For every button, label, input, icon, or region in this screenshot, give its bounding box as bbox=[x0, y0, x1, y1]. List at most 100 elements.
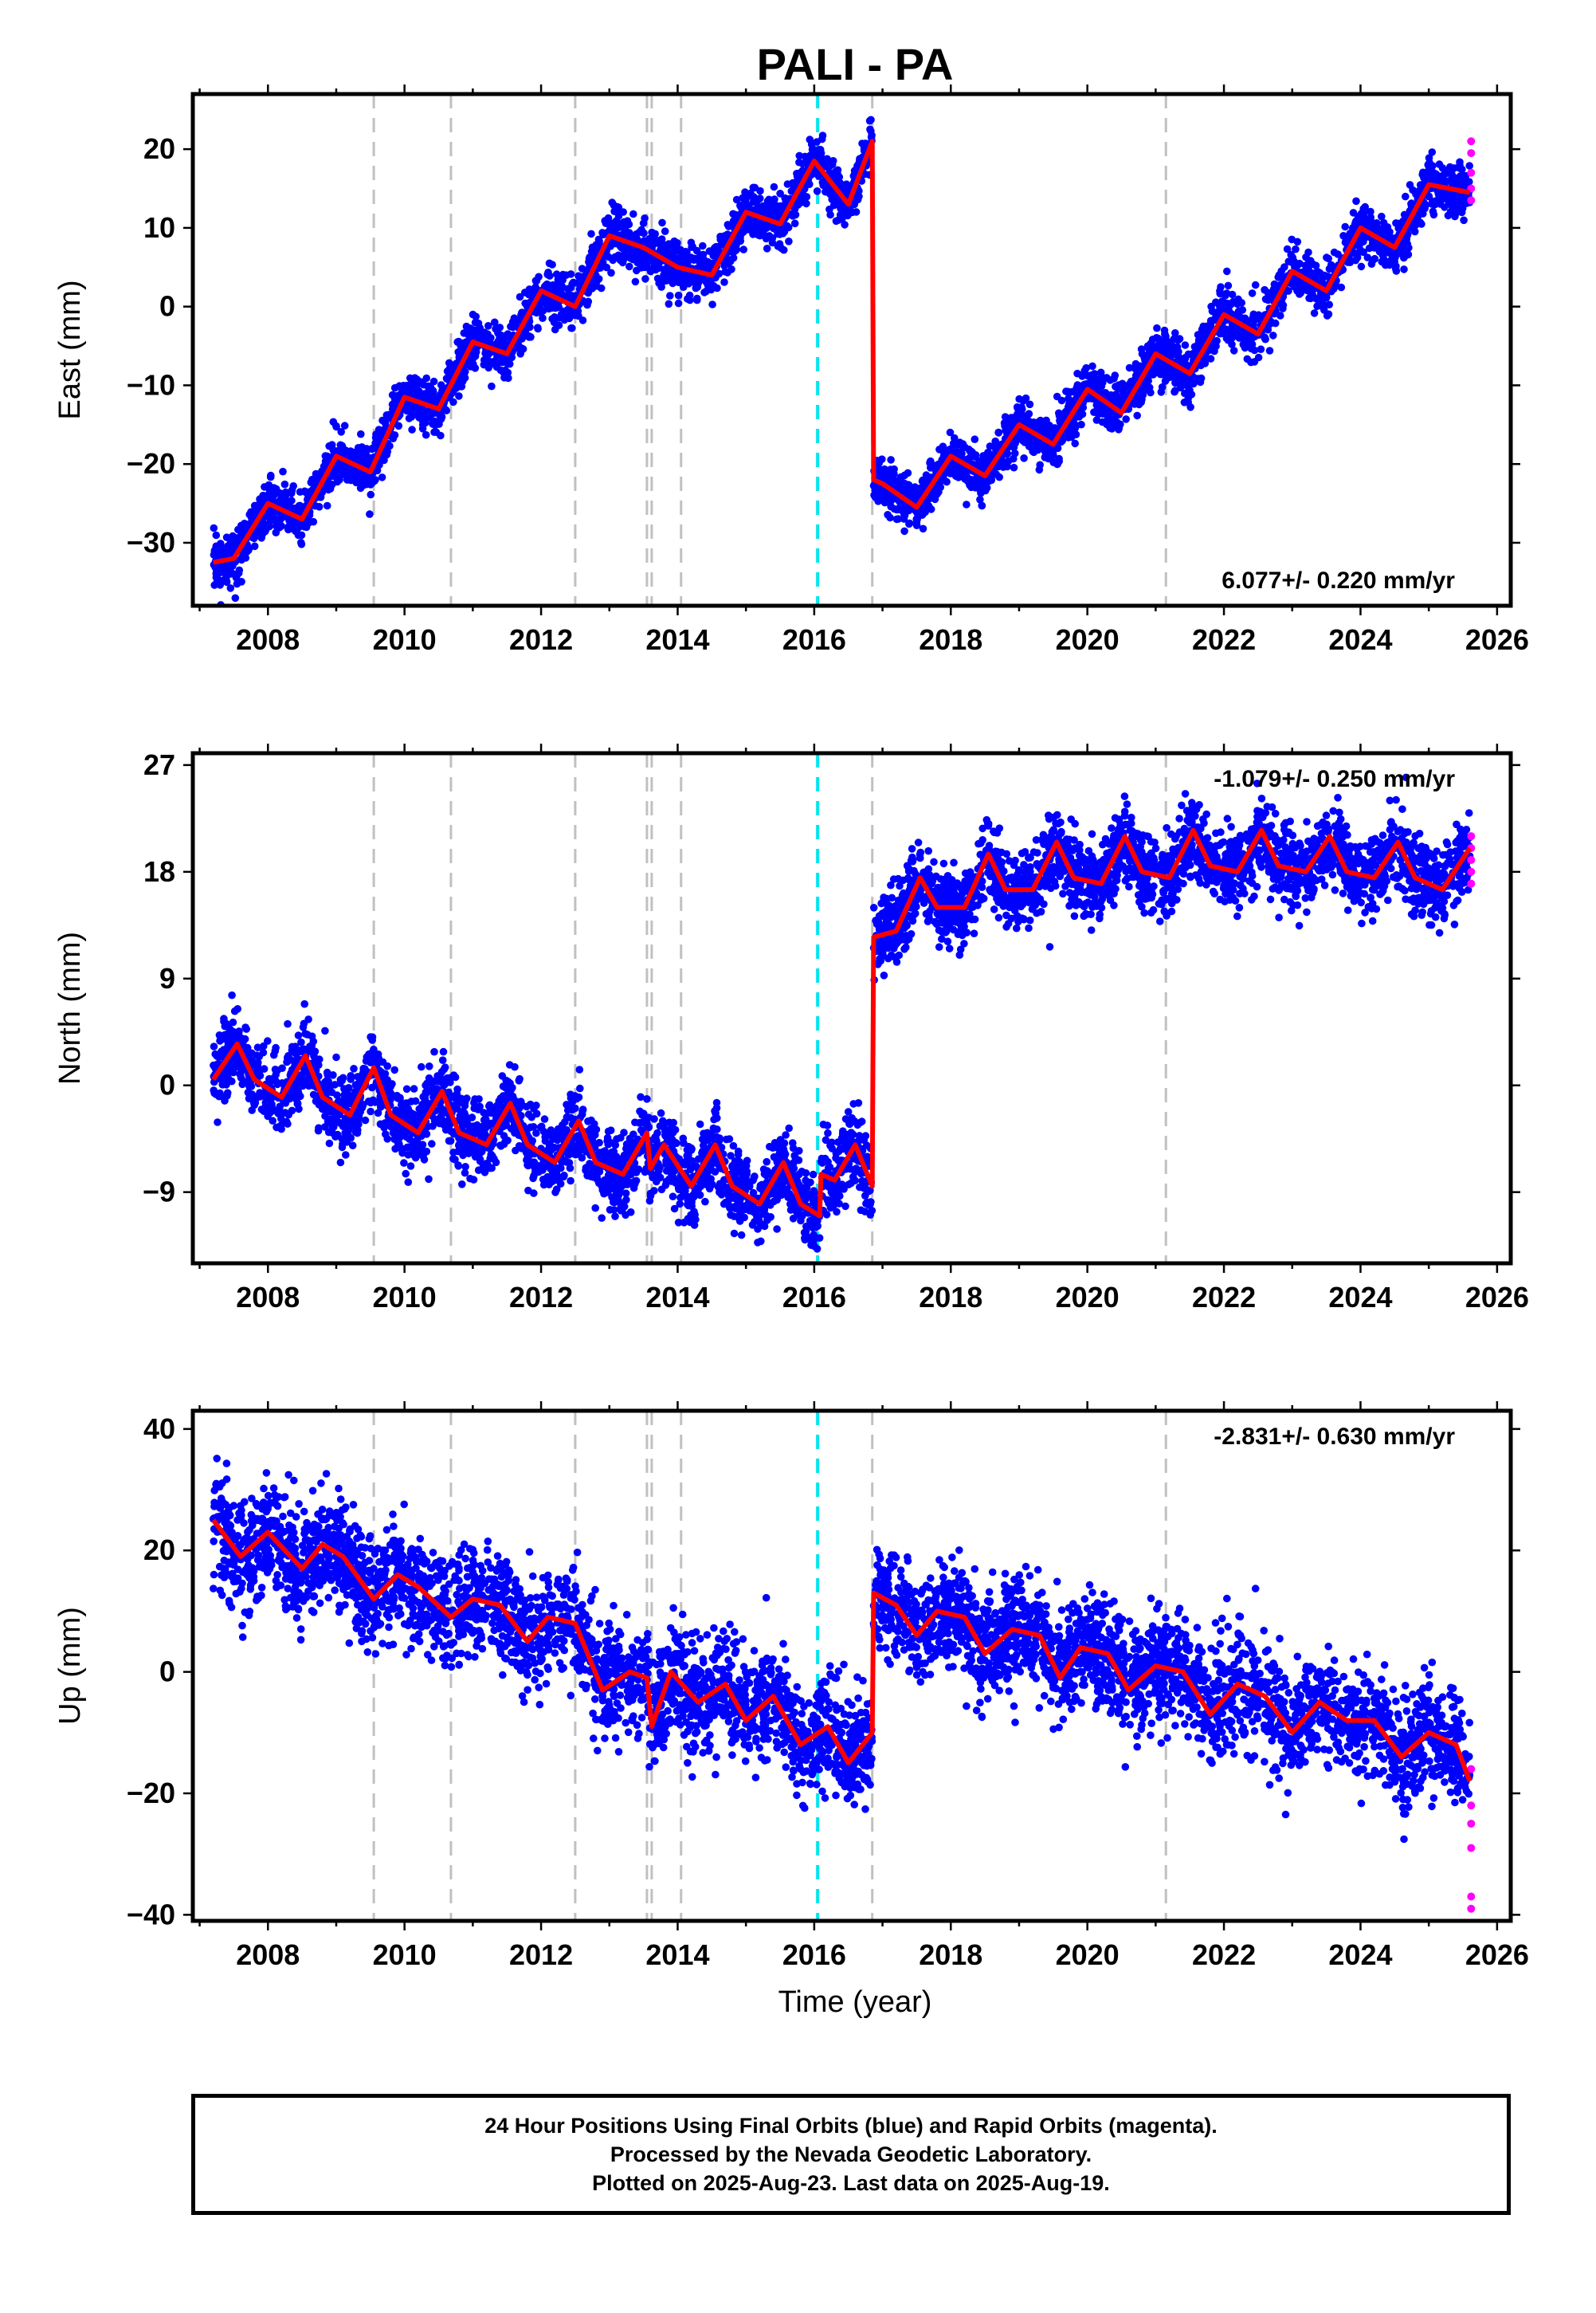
final-orbit-point bbox=[794, 198, 803, 206]
final-orbit-point bbox=[1301, 261, 1310, 269]
final-orbit-point bbox=[1073, 369, 1081, 378]
final-orbit-point bbox=[555, 321, 563, 329]
final-orbit-point bbox=[775, 203, 783, 211]
final-orbit-point bbox=[1141, 355, 1149, 364]
final-orbit-point bbox=[315, 503, 324, 511]
final-orbit-point bbox=[1428, 167, 1436, 176]
final-orbit-point bbox=[484, 322, 492, 330]
final-orbit-point bbox=[699, 242, 707, 250]
final-orbit-point bbox=[289, 482, 298, 490]
final-orbit-point bbox=[702, 278, 711, 287]
figure-title: PALI - PA bbox=[757, 39, 954, 89]
final-orbit-point bbox=[1159, 340, 1168, 348]
final-orbit-point bbox=[841, 221, 849, 229]
final-orbit-point bbox=[496, 324, 504, 332]
final-orbit-point bbox=[1091, 380, 1099, 388]
final-orbit-point bbox=[452, 384, 461, 392]
final-orbit-point bbox=[284, 523, 292, 532]
final-orbit-point bbox=[1251, 281, 1260, 289]
final-orbit-point bbox=[1072, 383, 1081, 392]
final-orbit-point bbox=[780, 227, 789, 236]
final-orbit-point bbox=[770, 183, 778, 191]
final-orbit-point bbox=[1283, 245, 1292, 253]
final-orbit-point bbox=[1199, 322, 1207, 331]
final-orbit-point bbox=[946, 446, 954, 454]
final-orbit-point bbox=[1075, 413, 1084, 421]
final-orbit-point bbox=[1104, 410, 1112, 418]
final-orbit-point bbox=[1083, 380, 1091, 389]
final-orbit-point bbox=[516, 293, 524, 301]
final-orbit-point bbox=[1194, 331, 1202, 339]
final-orbit-point bbox=[919, 524, 927, 533]
final-orbit-point bbox=[755, 194, 763, 203]
final-orbit-point bbox=[1450, 200, 1458, 208]
final-orbit-point bbox=[1292, 245, 1300, 253]
final-orbit-point bbox=[390, 383, 399, 392]
final-orbit-point bbox=[1099, 374, 1108, 382]
final-orbit-point bbox=[210, 581, 219, 589]
final-orbit-point bbox=[1025, 400, 1034, 409]
final-orbit-point bbox=[362, 449, 371, 457]
final-orbit-point bbox=[1009, 442, 1018, 451]
final-orbit-point bbox=[674, 299, 683, 308]
rapid-orbit-point bbox=[1467, 149, 1476, 158]
final-orbit-point bbox=[651, 230, 659, 238]
rapid-orbit-point bbox=[1467, 137, 1476, 146]
final-orbit-point bbox=[309, 517, 318, 526]
final-orbit-point bbox=[323, 501, 331, 510]
final-orbit-point bbox=[900, 471, 909, 480]
final-orbit-point bbox=[304, 491, 313, 500]
final-orbit-point bbox=[927, 492, 935, 501]
final-orbit-point bbox=[565, 314, 574, 323]
final-orbit-point bbox=[1404, 250, 1413, 259]
final-orbit-point bbox=[755, 231, 764, 240]
final-orbit-point bbox=[516, 350, 524, 358]
final-orbit-point bbox=[776, 190, 784, 198]
final-orbit-point bbox=[607, 222, 616, 230]
final-orbit-point bbox=[1378, 257, 1386, 266]
final-orbit-point bbox=[698, 261, 707, 270]
final-orbit-point bbox=[1186, 403, 1194, 411]
final-orbit-point bbox=[1036, 461, 1044, 469]
final-orbit-point bbox=[1419, 206, 1428, 214]
final-orbit-point bbox=[220, 547, 229, 555]
final-orbit-point bbox=[665, 300, 673, 308]
x-tick-label: 2026 bbox=[1465, 623, 1529, 656]
final-orbit-point bbox=[1456, 180, 1464, 188]
final-orbit-point bbox=[1088, 362, 1096, 371]
final-orbit-point bbox=[288, 489, 296, 497]
final-orbit-point bbox=[1264, 325, 1272, 334]
final-orbit-point bbox=[708, 300, 716, 308]
final-orbit-point bbox=[739, 194, 747, 202]
final-orbit-point bbox=[1457, 194, 1465, 202]
final-orbit-point bbox=[1453, 208, 1462, 216]
final-orbit-point bbox=[976, 496, 984, 504]
final-orbit-point bbox=[633, 252, 641, 261]
final-orbit-point bbox=[1402, 192, 1410, 201]
final-orbit-point bbox=[1222, 292, 1229, 300]
final-orbit-point bbox=[1139, 386, 1147, 395]
final-orbit-point bbox=[867, 116, 875, 124]
x-tick-label: 2012 bbox=[509, 623, 573, 656]
final-orbit-point bbox=[1274, 273, 1282, 281]
final-orbit-point bbox=[488, 382, 496, 391]
final-orbit-point bbox=[554, 276, 563, 284]
final-orbit-point bbox=[427, 392, 435, 401]
final-orbit-point bbox=[1456, 172, 1465, 180]
final-orbit-point bbox=[297, 539, 305, 547]
final-orbit-point bbox=[228, 539, 236, 548]
final-orbit-point bbox=[1170, 335, 1178, 344]
final-orbit-point bbox=[645, 238, 654, 247]
final-orbit-point bbox=[1137, 345, 1146, 353]
final-orbit-point bbox=[496, 357, 504, 366]
final-orbit-point bbox=[743, 219, 751, 228]
final-orbit-point bbox=[967, 475, 975, 484]
final-orbit-point bbox=[1065, 387, 1072, 396]
final-orbit-point bbox=[471, 318, 480, 327]
final-orbit-point bbox=[1053, 444, 1062, 453]
final-orbit-point bbox=[790, 219, 799, 228]
final-orbit-point bbox=[249, 533, 257, 542]
final-orbit-point bbox=[521, 289, 529, 296]
final-orbit-point bbox=[275, 524, 284, 532]
final-orbit-point bbox=[414, 387, 423, 395]
